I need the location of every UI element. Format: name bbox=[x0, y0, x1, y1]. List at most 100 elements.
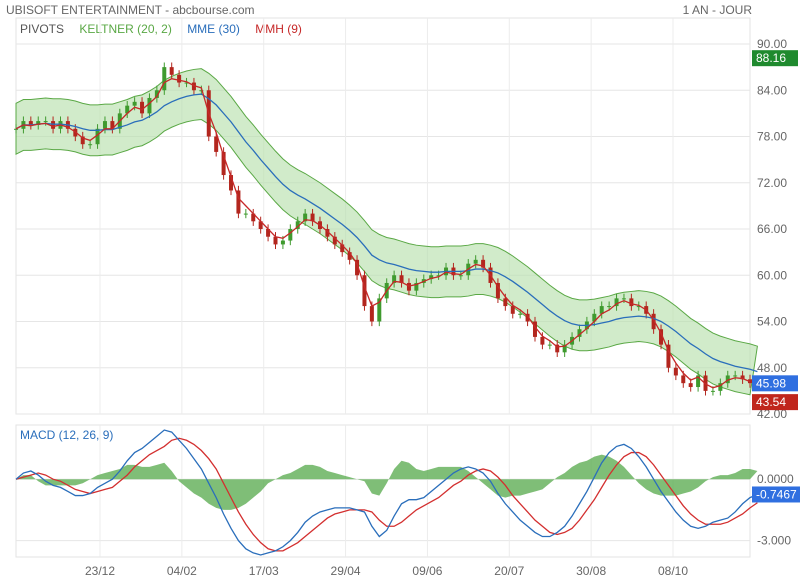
candle-body bbox=[73, 128, 78, 137]
candle-body bbox=[221, 151, 226, 176]
candle-body bbox=[510, 306, 515, 314]
candle-body bbox=[429, 275, 434, 280]
candle-body bbox=[140, 101, 145, 114]
candle-body bbox=[191, 82, 196, 91]
candle-body bbox=[577, 329, 582, 337]
x-tick-label: 20/07 bbox=[494, 564, 524, 578]
candle-body bbox=[14, 128, 18, 130]
candle-body bbox=[733, 375, 738, 377]
candle-body bbox=[518, 313, 523, 315]
candle-body bbox=[636, 306, 641, 308]
legend-keltner[interactable]: KELTNER (20, 2) bbox=[79, 22, 172, 36]
macd-legend: MACD (12, 26, 9) bbox=[20, 428, 114, 442]
candle-body bbox=[666, 344, 671, 368]
candle-body bbox=[310, 213, 315, 222]
candle-body bbox=[369, 306, 374, 322]
candle-body bbox=[607, 306, 612, 308]
x-tick-label: 30/08 bbox=[576, 564, 606, 578]
candle-body bbox=[584, 321, 589, 330]
candle-body bbox=[288, 229, 293, 241]
candle-body bbox=[95, 128, 100, 145]
candle-body bbox=[36, 121, 41, 125]
candle-body bbox=[125, 105, 130, 114]
macd-panel-frame bbox=[15, 424, 751, 558]
candle-body bbox=[555, 344, 560, 353]
candle-body bbox=[644, 306, 649, 314]
candle-body bbox=[525, 313, 530, 322]
candle-body bbox=[340, 244, 345, 253]
candle-body bbox=[458, 275, 463, 277]
candle-body bbox=[547, 344, 552, 346]
candle-body bbox=[503, 298, 508, 307]
candle-body bbox=[295, 221, 300, 229]
candle-body bbox=[355, 259, 360, 276]
candle-body bbox=[28, 121, 33, 125]
x-tick-label: 23/12 bbox=[85, 564, 115, 578]
candle-body bbox=[266, 229, 271, 237]
candle-body bbox=[414, 282, 419, 291]
candle-body bbox=[444, 267, 449, 276]
candle-body bbox=[466, 263, 471, 276]
macd-signal-line bbox=[15, 437, 758, 552]
candle-body bbox=[117, 113, 122, 129]
candle-body bbox=[592, 313, 597, 322]
candle-body bbox=[614, 298, 619, 307]
candle-body bbox=[651, 313, 656, 330]
price-y-tick-label: 48.00 bbox=[757, 361, 787, 375]
x-tick-label: 08/10 bbox=[658, 564, 688, 578]
candle-body bbox=[673, 367, 678, 376]
candle-body bbox=[243, 213, 248, 215]
price-marker-label: 45.98 bbox=[756, 376, 786, 390]
mme-line bbox=[15, 93, 758, 373]
candle-body bbox=[629, 298, 634, 307]
candle-body bbox=[481, 259, 486, 268]
price-panel-frame bbox=[15, 17, 751, 415]
price-y-tick-label: 90.00 bbox=[757, 37, 787, 51]
candle-body bbox=[325, 229, 330, 237]
x-tick-label: 04/02 bbox=[167, 564, 197, 578]
chart-title: UBISOFT ENTERTAINMENT - abcbourse.com bbox=[6, 3, 255, 17]
price-marker-badge bbox=[752, 375, 798, 392]
candle-body bbox=[317, 221, 322, 229]
candle-body bbox=[421, 279, 426, 283]
candle-body bbox=[147, 97, 152, 114]
candle-body bbox=[540, 336, 545, 345]
price-y-tick-label: 84.00 bbox=[757, 83, 787, 97]
candle-body bbox=[399, 275, 404, 283]
legend-mmh[interactable]: MMH (9) bbox=[255, 22, 302, 36]
macd-marker-badge bbox=[752, 486, 800, 503]
candle-body bbox=[21, 121, 26, 129]
candle-body bbox=[570, 336, 575, 345]
price-y-tick-label: 42.00 bbox=[757, 407, 787, 421]
candle-body bbox=[696, 375, 701, 388]
macd-y-tick-label: 0.0000 bbox=[757, 472, 794, 486]
candle-body bbox=[436, 275, 441, 277]
candle-body bbox=[362, 275, 367, 307]
candle-body bbox=[725, 375, 730, 384]
candle-body bbox=[532, 321, 537, 337]
price-y-tick-label: 60.00 bbox=[757, 268, 787, 282]
period-label: 1 AN - JOUR bbox=[682, 3, 752, 17]
candle-body bbox=[258, 221, 263, 229]
candle-body bbox=[488, 267, 493, 283]
candle-body bbox=[273, 236, 278, 245]
candle-body bbox=[102, 121, 107, 129]
candle-body bbox=[162, 67, 167, 91]
legend-mme[interactable]: MME (30) bbox=[187, 22, 240, 36]
macd-histogram bbox=[16, 454, 758, 510]
candle-body bbox=[681, 375, 686, 384]
macd-y-tick-label: -3.000 bbox=[757, 534, 791, 548]
price-y-tick-label: 72.00 bbox=[757, 176, 787, 190]
candle-body bbox=[718, 383, 723, 391]
price-marker-badge bbox=[752, 394, 798, 411]
candle-body bbox=[392, 275, 397, 283]
candle-body bbox=[659, 329, 664, 345]
price-y-tick-label: 78.00 bbox=[757, 130, 787, 144]
candle-body bbox=[229, 175, 234, 191]
macd-marker-label: -0.7467 bbox=[756, 487, 797, 501]
candle-body bbox=[599, 306, 604, 314]
candle-body bbox=[43, 121, 48, 123]
candle-body bbox=[406, 282, 411, 291]
legend-pivots[interactable]: PIVOTS bbox=[20, 22, 65, 36]
x-tick-label: 17/03 bbox=[249, 564, 279, 578]
